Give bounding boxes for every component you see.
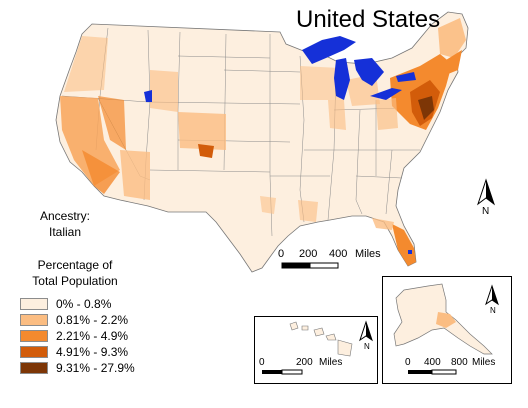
ancestry-line1: Ancestry: [39, 209, 90, 223]
alaska-scale-label-800: 800 [451, 357, 468, 368]
legend-item: 4.91% - 9.3% [20, 345, 128, 359]
hawaii-scale-unit: Miles [319, 357, 343, 368]
map-title: United States [296, 6, 441, 33]
lake-okeechobee [408, 250, 412, 254]
colorado-shading [178, 112, 226, 150]
northeast-darkest [418, 96, 434, 120]
scale-label-400: 400 [329, 248, 348, 260]
lake-huron [354, 58, 384, 86]
ancestry-label: Ancestry: Italian [30, 208, 100, 240]
alaska-scale-unit: Miles [472, 357, 496, 368]
lake-superior [302, 36, 356, 64]
legend-title-line1: Percentage of [37, 258, 113, 272]
legend-label: 0.81% - 2.2% [56, 313, 129, 327]
great-lakes-shading [300, 66, 344, 100]
illinois-shading [328, 100, 346, 130]
nevada-shading [98, 96, 126, 150]
florida-shading [392, 224, 416, 266]
great-salt-lake [144, 90, 152, 102]
hawaii-scale-bar [262, 369, 303, 375]
legend-item: 9.31% - 27.9% [20, 361, 135, 375]
colorado-dark-spot [198, 144, 214, 158]
oregon-wash-shading [64, 36, 108, 92]
legend-swatch [20, 346, 48, 358]
north-label: N [482, 206, 490, 217]
new-england-shading [438, 18, 466, 58]
hawaii-north-arrow-icon [359, 320, 373, 342]
legend-label: 2.21% - 4.9% [56, 329, 129, 343]
legend-item: 2.21% - 4.9% [20, 329, 128, 343]
alaska-south-shading [436, 312, 456, 328]
lake-ontario [396, 72, 416, 82]
florida-north-shading [372, 218, 394, 230]
hawaii-inset [254, 316, 378, 384]
main-scale-bar [281, 262, 339, 269]
alaska-scale-bar [408, 369, 457, 375]
ohio-shading [376, 98, 398, 130]
legend-swatch [20, 314, 48, 326]
legend-label: 0% - 0.8% [56, 297, 112, 311]
legend-swatch [20, 298, 48, 310]
legend-label: 9.31% - 27.9% [56, 361, 135, 375]
alaska-inset [382, 276, 512, 384]
legend-label: 4.91% - 9.3% [56, 345, 129, 359]
legend-swatch [20, 362, 48, 374]
north-arrow-icon [477, 178, 495, 206]
legend-swatch [20, 330, 48, 342]
alaska-scale-label-0: 0 [405, 357, 411, 368]
scale-label-200: 200 [299, 248, 318, 260]
legend-title: Percentage of Total Population [20, 257, 130, 289]
hawaii-north-label: N [364, 342, 370, 351]
new-england-mid [446, 50, 462, 74]
hawaii-islands [289, 321, 353, 357]
hawaii-scale-label-0: 0 [259, 357, 265, 368]
texas-east-spots [260, 196, 276, 214]
ancestry-line2: Italian [48, 225, 82, 239]
scale-label-0: 0 [278, 248, 285, 260]
alaska-scale-label-400: 400 [424, 357, 441, 368]
alaska-north-label: N [490, 306, 496, 315]
alaska-north-arrow-icon [485, 284, 499, 306]
arizona-shading [120, 150, 150, 200]
legend-item: 0.81% - 2.2% [20, 313, 128, 327]
wyoming-shading [150, 70, 178, 112]
great-lakes [144, 36, 416, 254]
hawaii-scale-label-200: 200 [296, 357, 313, 368]
legend-item: 0% - 0.8% [20, 297, 111, 311]
lake-erie [370, 88, 402, 100]
louisiana-shading [298, 200, 318, 222]
legend-title-line2: Total Population [32, 274, 118, 288]
scale-unit: Miles [355, 248, 381, 260]
lake-michigan [334, 58, 350, 100]
california-south-shading [82, 150, 120, 194]
